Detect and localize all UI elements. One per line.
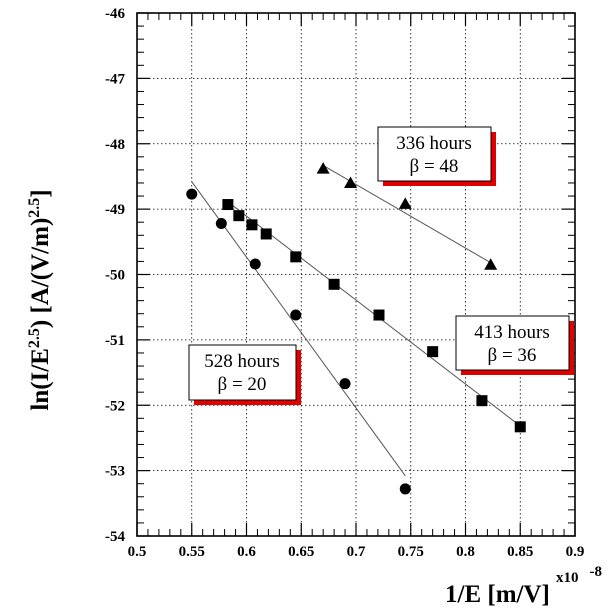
data-point-square	[427, 346, 439, 358]
data-point-square	[476, 395, 488, 407]
legend-336-hours: 336 hours β = 48	[377, 126, 496, 186]
x-axis-exponent-power: -8	[590, 564, 603, 580]
x-tick-label: 0.65	[288, 544, 314, 560]
data-point-circle	[215, 218, 227, 230]
data-point-square	[328, 278, 340, 290]
y-tick-labels: -46 -47 -48 -49 -50 -51 -52 -53 -54	[105, 6, 125, 545]
x-tick-label: 0.85	[507, 544, 533, 560]
data-point-square	[260, 228, 272, 240]
y-tick-label: -47	[105, 71, 125, 87]
legend-528-hours: 528 hours β = 20	[188, 344, 301, 405]
x-tick-label: 0.8	[456, 544, 475, 560]
fit-line-square	[224, 198, 522, 428]
x-tick-label: 0.7	[347, 544, 366, 560]
y-tick-label: -52	[105, 398, 125, 414]
data-point-circle	[339, 378, 351, 390]
y-tick-label: -49	[105, 202, 125, 218]
x-tick-label: 0.5	[128, 544, 147, 560]
y-tick-label: -51	[105, 333, 125, 349]
x-axis-exponent: x10 -8	[556, 564, 602, 586]
data-point-triangle	[344, 176, 358, 188]
data-point-square	[514, 421, 526, 433]
legend-528-beta: β = 20	[218, 374, 267, 395]
data-point-square	[222, 199, 234, 211]
legend-528-name: 528 hours	[204, 351, 279, 372]
legend-336-name: 336 hours	[396, 133, 471, 154]
legend-413-beta: β = 36	[488, 345, 537, 366]
data-point-circle	[399, 483, 411, 495]
x-tick-label: 0.75	[398, 544, 424, 560]
data-point-triangle	[398, 197, 412, 209]
legend-336-beta: β = 48	[410, 156, 459, 177]
y-tick-label: -50	[105, 268, 125, 284]
data-points	[186, 162, 526, 495]
data-point-circle	[249, 258, 261, 270]
y-axis-title-mid: ) [A/(V/m)	[27, 218, 54, 328]
data-point-square	[233, 210, 245, 222]
y-tick-label: -48	[105, 137, 125, 153]
y-axis-title-base: ln(I/E	[27, 348, 54, 411]
y-axis-title-exp1: 2.5	[26, 328, 43, 348]
y-tick-label: -54	[105, 529, 125, 545]
data-point-triangle	[484, 258, 498, 270]
x-tick-label: 0.55	[179, 544, 205, 560]
data-point-square	[290, 251, 302, 263]
x-axis-title: 1/E [m/V]	[445, 581, 550, 608]
data-point-square	[246, 219, 258, 231]
data-point-circle	[290, 309, 302, 321]
data-point-triangle	[316, 162, 330, 174]
legend-413-name: 413 hours	[474, 322, 549, 343]
data-point-circle	[186, 188, 198, 200]
x-tick-label: 0.9	[566, 544, 585, 560]
data-point-square	[373, 309, 385, 321]
x-tick-label: 0.6	[237, 544, 256, 560]
fit-line-circle	[191, 181, 406, 477]
y-tick-label: -53	[105, 464, 125, 480]
x-tick-labels: 0.5 0.55 0.6 0.65 0.7 0.75 0.8 0.85 0.9	[128, 544, 585, 560]
x-axis-exponent-base: x10	[556, 570, 579, 586]
y-axis-title-exp2: 2.5	[26, 198, 43, 218]
y-axis-title-end: ]	[27, 189, 54, 197]
y-axis-title: ln(I/E2.5) [A/(V/m)2.5]	[26, 189, 54, 410]
legend-413-hours: 413 hours β = 36	[455, 315, 574, 375]
y-tick-label: -46	[105, 6, 125, 22]
